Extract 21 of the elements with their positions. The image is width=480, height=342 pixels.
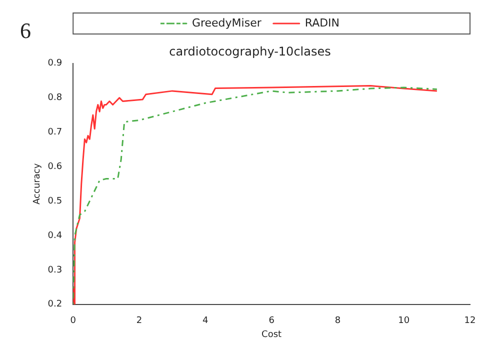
y-axis-title: Accuracy (32, 162, 43, 204)
y-tick-label: 0.4 (48, 230, 62, 241)
x-tick-label: 8 (334, 316, 341, 326)
y-tick-label: 0.3 (48, 265, 62, 276)
text: 6 (20, 18, 31, 43)
y-tick-label: 0.9 (48, 58, 62, 69)
x-tick-label: 6 (268, 316, 275, 326)
legend-label: RADIN (304, 16, 340, 30)
y-tick-label: 0.7 (48, 128, 62, 138)
x-tick-label: 0 (70, 316, 76, 326)
x-axis-title: Cost (262, 330, 282, 340)
y-tick-label: 0.8 (48, 93, 62, 104)
y-tick-label: 0.5 (48, 196, 62, 206)
x-tick-label: 2 (136, 316, 142, 326)
x-tick-label: 4 (202, 316, 209, 326)
x-tick-label: 10 (398, 316, 410, 326)
y-tick-label: 0.2 (48, 300, 62, 310)
x-tick-label: 12 (464, 316, 476, 326)
y-tick-label: 0.6 (48, 162, 62, 172)
legend-label: GreedyMiser (192, 16, 262, 30)
chart-title: cardiotocography-10clases (169, 44, 331, 58)
